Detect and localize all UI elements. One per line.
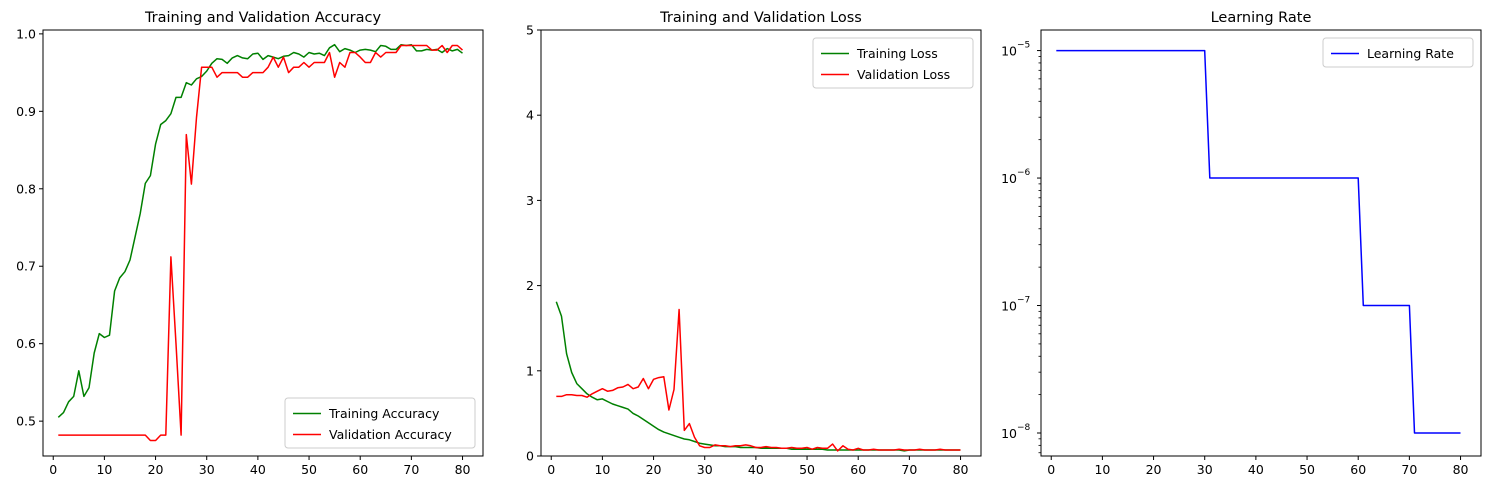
plot-frame bbox=[1040, 29, 1482, 457]
legend-label: Validation Loss bbox=[857, 67, 950, 82]
x-tick-label: 20 bbox=[1146, 462, 1162, 477]
x-tick-label: 70 bbox=[403, 462, 419, 477]
x-tick-label: 50 bbox=[1299, 462, 1315, 477]
series-line-validation-accuracy bbox=[58, 44, 464, 442]
y-tick-label: 0.5 bbox=[16, 414, 36, 429]
x-tick-label: 10 bbox=[96, 462, 112, 477]
x-tick-label: 10 bbox=[1094, 462, 1110, 477]
x-tick-label: 50 bbox=[301, 462, 317, 477]
chart-panel-1: Training and Validation Accuracy 0 10 20 30 4… bbox=[16, 10, 484, 477]
y-tick-label: 1.0 bbox=[16, 26, 36, 41]
x-tick-label: 50 bbox=[799, 462, 815, 477]
legend: Training Loss Validation Loss bbox=[812, 37, 974, 89]
x-tick-label: 0 bbox=[547, 462, 555, 477]
y-tick-exponent: −8 bbox=[1017, 423, 1031, 433]
x-tick-label: 70 bbox=[901, 462, 917, 477]
x-tick-label: 60 bbox=[850, 462, 866, 477]
y-tick-label: 0.6 bbox=[16, 336, 36, 351]
y-tick-label: 4 bbox=[526, 108, 534, 123]
y-tick-label: 0.8 bbox=[16, 181, 36, 196]
y-tick-label: 10 bbox=[1001, 44, 1017, 59]
legend: Training Accuracy Validation Accuracy bbox=[284, 397, 476, 449]
x-tick-label: 10 bbox=[594, 462, 610, 477]
y-tick-label: 10 bbox=[1001, 171, 1017, 186]
legend-label: Training Accuracy bbox=[328, 406, 440, 421]
plot-frame bbox=[42, 29, 484, 457]
y-tick-label: 10 bbox=[1001, 426, 1017, 441]
x-tick-label: 0 bbox=[49, 462, 57, 477]
series-line-validation-loss bbox=[556, 308, 961, 452]
x-tick-label: 30 bbox=[1197, 462, 1213, 477]
x-tick-label: 70 bbox=[1401, 462, 1417, 477]
y-tick-label: 1 bbox=[526, 363, 534, 378]
x-tick-label: 80 bbox=[953, 462, 969, 477]
chart-title: Training and Validation Loss bbox=[659, 10, 862, 26]
y-tick-label: 0 bbox=[526, 449, 534, 464]
y-tick-label: 3 bbox=[526, 193, 534, 208]
x-tick-label: 40 bbox=[748, 462, 764, 477]
x-tick-label: 30 bbox=[199, 462, 215, 477]
y-tick-label: 5 bbox=[526, 23, 534, 38]
x-tick-label: 40 bbox=[1248, 462, 1264, 477]
x-tick-label: 80 bbox=[455, 462, 471, 477]
legend-label: Learning Rate bbox=[1367, 46, 1454, 61]
y-tick-label: 0.7 bbox=[16, 259, 36, 274]
legend-label: Validation Accuracy bbox=[329, 427, 452, 442]
y-tick-exponent: −7 bbox=[1017, 296, 1030, 306]
series-line-learning-rate bbox=[1056, 49, 1461, 434]
x-tick-label: 80 bbox=[1453, 462, 1469, 477]
plot-frame bbox=[540, 29, 982, 457]
x-tick-label: 0 bbox=[1047, 462, 1055, 477]
x-tick-label: 30 bbox=[697, 462, 713, 477]
x-tick-label: 20 bbox=[646, 462, 662, 477]
y-tick-label: 10 bbox=[1001, 299, 1017, 314]
legend-box bbox=[1322, 37, 1474, 68]
y-tick-exponent: −5 bbox=[1017, 41, 1030, 51]
series-line-training-accuracy bbox=[57, 43, 463, 418]
y-tick-label: 0.9 bbox=[16, 104, 36, 119]
x-tick-label: 60 bbox=[1350, 462, 1366, 477]
chart-title: Learning Rate bbox=[1211, 10, 1312, 26]
legend-box bbox=[284, 397, 476, 449]
x-tick-label: 60 bbox=[352, 462, 368, 477]
x-tick-label: 20 bbox=[148, 462, 164, 477]
chart-title: Training and Validation Accuracy bbox=[144, 10, 382, 26]
x-tick-label: 40 bbox=[250, 462, 266, 477]
legend-label: Training Loss bbox=[856, 46, 938, 61]
legend: Learning Rate bbox=[1322, 37, 1474, 68]
y-tick-exponent: −6 bbox=[1017, 168, 1031, 178]
y-tick-label: 2 bbox=[526, 278, 534, 293]
legend-box bbox=[812, 37, 974, 89]
